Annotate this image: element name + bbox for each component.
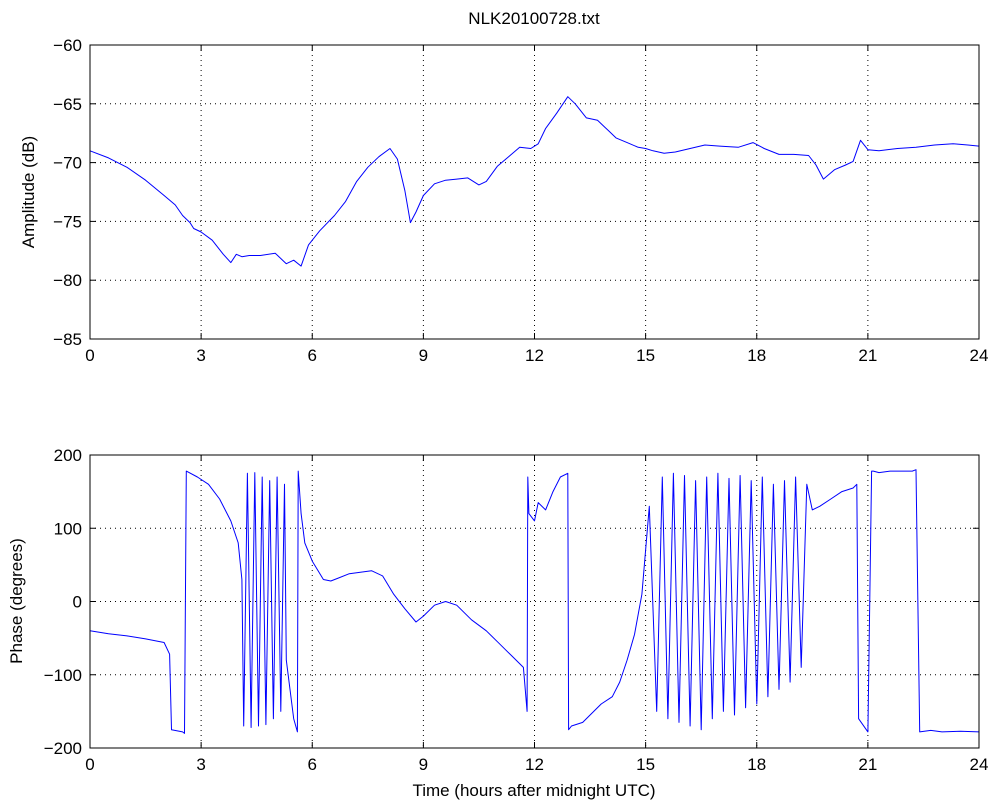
amplitude-xtick-label-2: 6: [308, 346, 317, 365]
phase-xtick-label-4: 12: [525, 755, 544, 774]
amplitude-xtick-label-1: 3: [196, 346, 205, 365]
amplitude-xtick-label-8: 24: [970, 346, 989, 365]
amplitude-ytick-label-5: −60: [53, 36, 82, 55]
amplitude-xtick-label-5: 15: [636, 346, 655, 365]
amplitude-plot: 0 3 6 9 12 15 18 21 24 −85 −80 −75 −70 −65 −60 Amplitu…: [19, 36, 988, 365]
phase-ytick-label-2: 0: [73, 593, 82, 612]
amplitude-axes: [89, 44, 980, 340]
amplitude-y-axis-label: Amplitude (dB): [19, 136, 38, 248]
phase-xtick-label-6: 18: [747, 755, 766, 774]
amplitude-xtick-label-4: 12: [525, 346, 544, 365]
amplitude-series-line-0: [89, 96, 980, 267]
phase-grid: [90, 455, 979, 748]
amplitude-series: [89, 96, 980, 267]
phase-y-axis-label: Phase (degrees): [7, 538, 26, 664]
amplitude-ytick-label-2: −75: [53, 212, 82, 231]
phase-ytick-label-4: 200: [54, 446, 82, 465]
phase-xtick-label-7: 21: [858, 755, 877, 774]
phase-xtick-label-0: 0: [85, 755, 94, 774]
chart-title: NLK20100728.txt: [468, 9, 600, 28]
phase-xtick-label-5: 15: [636, 755, 655, 774]
phase-series: [89, 469, 980, 734]
phase-xtick-label-2: 6: [308, 755, 317, 774]
phase-xtick-label-8: 24: [970, 755, 989, 774]
amplitude-ytick-label-3: −70: [53, 154, 82, 173]
phase-ytick-label-1: −100: [44, 666, 82, 685]
amplitude-tick-labels: 0 3 6 9 12 15 18 21 24 −85 −80 −75 −70 −65 −60: [53, 36, 988, 365]
amplitude-xtick-label-0: 0: [85, 346, 94, 365]
phase-series-line-0: [89, 469, 980, 734]
phase-axes: [89, 454, 980, 749]
amplitude-ytick-label-4: −65: [53, 95, 82, 114]
phase-plot: 0 3 6 9 12 15 18 21 24 −200 −100 0 100 200 Phase (deg…: [7, 446, 988, 800]
amplitude-grid: [90, 45, 979, 339]
phase-x-axis-label: Time (hours after midnight UTC): [412, 781, 655, 800]
amplitude-xtick-label-7: 21: [858, 346, 877, 365]
amplitude-ytick-label-0: −85: [53, 330, 82, 349]
phase-xtick-label-3: 9: [419, 755, 428, 774]
phase-ytick-label-3: 100: [54, 519, 82, 538]
amplitude-ytick-label-1: −80: [53, 271, 82, 290]
phase-ytick-label-0: −200: [44, 739, 82, 758]
amplitude-xtick-label-3: 9: [419, 346, 428, 365]
phase-xtick-label-1: 3: [196, 755, 205, 774]
phase-tick-labels: 0 3 6 9 12 15 18 21 24 −200 −100 0 100 200: [44, 446, 989, 774]
amplitude-xtick-label-6: 18: [747, 346, 766, 365]
